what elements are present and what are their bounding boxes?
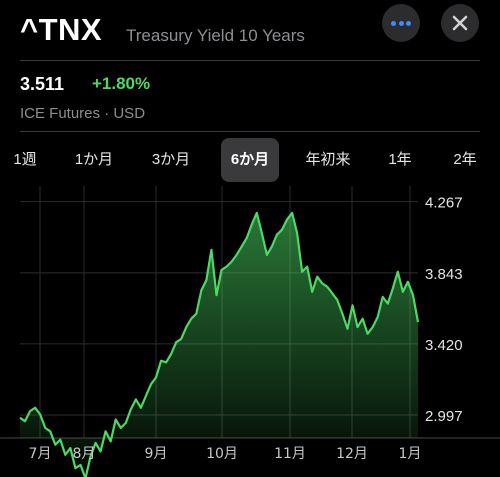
- x-tick-label: 10月: [206, 446, 238, 462]
- ellipsis-icon: [391, 21, 411, 26]
- x-tick-label: 9月: [145, 446, 168, 462]
- range-tab-6m[interactable]: 6か月: [221, 138, 279, 182]
- more-button[interactable]: [382, 4, 420, 42]
- yield-chart[interactable]: 7月 8月 9月 10月 11月 12月 1月 4.267 3.843 3.420 2.997: [0, 186, 500, 477]
- quote-header: ^TNX Treasury Yield 10 Years: [0, 0, 500, 62]
- range-tab-2y[interactable]: 2年: [453, 151, 477, 168]
- close-button[interactable]: [441, 4, 479, 42]
- y-tick-label: 2.997: [425, 408, 463, 425]
- y-tick-label: 3.843: [425, 266, 463, 283]
- ticker-symbol: ^TNX: [20, 12, 103, 47]
- quote-divider: [20, 131, 480, 132]
- chart-series-line: [19, 211, 420, 477]
- security-name: Treasury Yield 10 Years: [126, 26, 305, 45]
- current-price: 3.511: [20, 74, 65, 94]
- range-tab-1m[interactable]: 1か月: [74, 151, 114, 168]
- range-tab-1y[interactable]: 1年: [388, 151, 412, 168]
- range-tab-1w[interactable]: 1週: [13, 151, 37, 168]
- price-change: +1.80%: [92, 74, 151, 93]
- x-tick-label: 8月: [73, 446, 96, 462]
- range-tab-3m[interactable]: 3か月: [151, 151, 191, 168]
- x-tick-label: 1月: [399, 446, 422, 462]
- y-tick-label: 3.420: [425, 337, 463, 354]
- range-selector: 1週 1か月 3か月 6か月 年初来 1年 2年: [0, 136, 500, 186]
- x-tick-label: 7月: [29, 446, 52, 462]
- exchange-currency: ICE Futures · USD: [20, 105, 146, 122]
- close-icon: [452, 15, 468, 31]
- header-divider: [20, 60, 480, 61]
- x-tick-label: 12月: [336, 446, 368, 462]
- chart-area: [20, 212, 418, 477]
- range-tab-ytd[interactable]: 年初来: [305, 151, 351, 168]
- x-tick-label: 11月: [274, 446, 306, 462]
- y-tick-label: 4.267: [425, 195, 463, 212]
